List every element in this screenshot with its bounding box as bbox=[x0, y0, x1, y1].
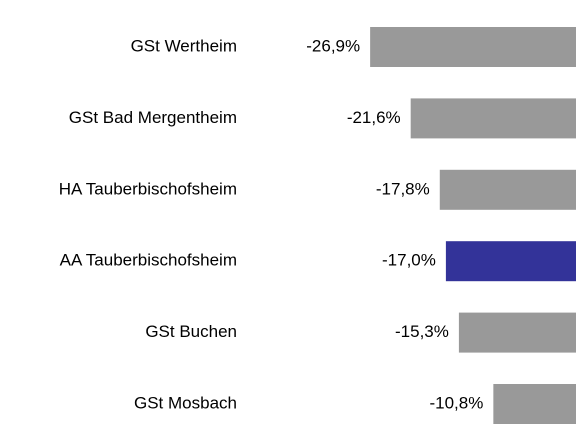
value-label: -17,8% bbox=[376, 179, 430, 198]
category-label: GSt Buchen bbox=[145, 322, 237, 341]
category-label: GSt Wertheim bbox=[131, 36, 237, 55]
value-label: -26,9% bbox=[306, 36, 360, 55]
value-label: -15,3% bbox=[395, 322, 449, 341]
category-label: GSt Mosbach bbox=[134, 393, 237, 412]
bar bbox=[458, 312, 576, 353]
value-label: -17,0% bbox=[382, 251, 436, 270]
bar bbox=[410, 98, 576, 139]
bar bbox=[493, 384, 576, 424]
category-label: GSt Bad Mergentheim bbox=[69, 108, 237, 127]
category-label: AA Tauberbischofsheim bbox=[60, 251, 237, 270]
category-label: HA Tauberbischofsheim bbox=[59, 179, 237, 198]
bar bbox=[445, 241, 576, 282]
value-label: -21,6% bbox=[347, 108, 401, 127]
value-label: -10,8% bbox=[429, 393, 483, 412]
bar bbox=[370, 27, 576, 67]
bar bbox=[439, 169, 576, 210]
